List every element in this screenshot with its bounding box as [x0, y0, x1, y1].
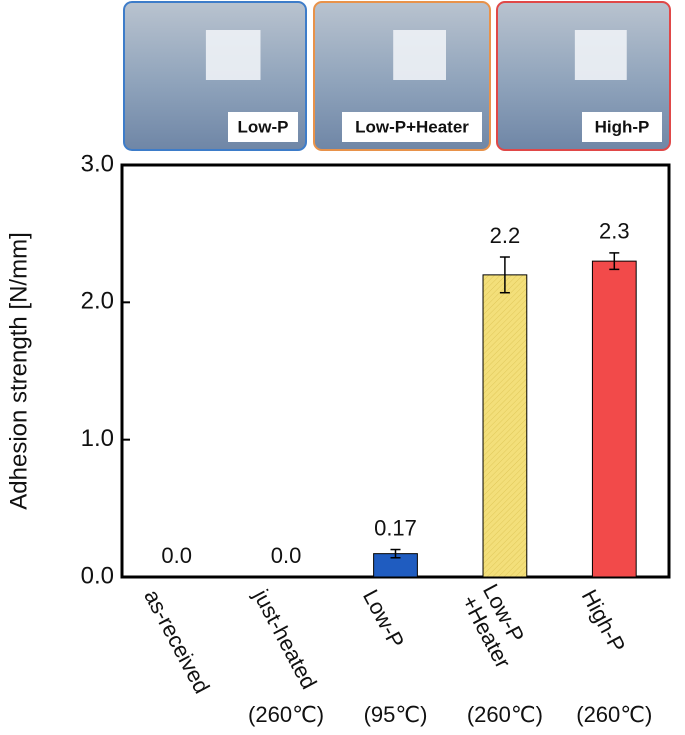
x-tick-label: as-received [139, 585, 214, 697]
y-tick-label: 3.0 [81, 150, 114, 177]
x-tick-label: Low-P [358, 585, 409, 652]
y-tick-label: 2.0 [81, 288, 114, 315]
inset-label-box [342, 112, 482, 142]
y-axis-label: Adhesion strength [N/mm] [5, 232, 32, 509]
inset-sheet [574, 30, 627, 80]
x-sublabel: (260℃) [467, 702, 543, 727]
x-sublabel: (95℃) [364, 702, 428, 727]
value-label: 0.17 [374, 515, 417, 540]
bar [591, 260, 637, 578]
inset-label-box [228, 112, 298, 142]
value-label: 2.3 [599, 219, 630, 244]
value-label: 2.2 [490, 223, 521, 248]
x-tick-label: High-P [577, 585, 631, 656]
inset-label: Low-P [238, 117, 289, 136]
x-tick-label: just-heated [248, 584, 322, 693]
bar [482, 274, 528, 578]
inset-label: Low-P+Heater [355, 117, 469, 136]
inset-label-box [582, 112, 662, 142]
y-tick-label: 1.0 [81, 425, 114, 452]
y-tick-label: 0.0 [81, 562, 114, 589]
inset-sheet [393, 30, 446, 80]
inset-label: High-P [595, 117, 650, 136]
value-label: 0.0 [271, 543, 302, 568]
inset-sheet [205, 30, 261, 80]
value-label: 0.0 [161, 543, 192, 568]
x-sublabel: (260℃) [248, 702, 324, 727]
x-sublabel: (260℃) [576, 702, 652, 727]
